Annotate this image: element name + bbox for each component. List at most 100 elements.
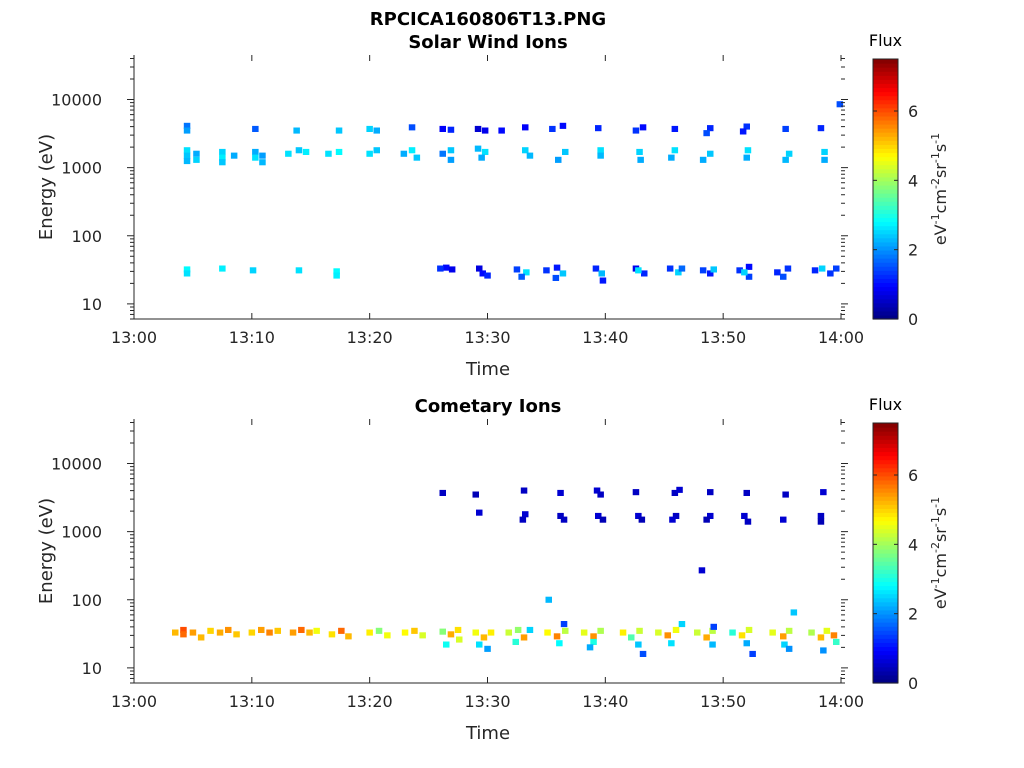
- colorbar-segment: [873, 439, 898, 444]
- y-tick-label: 10: [82, 295, 102, 314]
- spectrogram-cell: [522, 147, 529, 154]
- colorbar-segment: [873, 536, 898, 542]
- spectrogram-cell: [655, 629, 662, 636]
- spectrogram-cell: [252, 154, 259, 161]
- spectrogram-cell: [481, 127, 489, 134]
- spectrogram-cell: [557, 512, 564, 519]
- colorbar-segment: [873, 569, 898, 574]
- colorbar-segment: [873, 310, 898, 316]
- spectrogram-cell: [230, 152, 238, 159]
- spectrogram-cell: [785, 645, 793, 652]
- spectrogram-cell: [401, 629, 409, 636]
- spectrogram-cell: [699, 156, 707, 163]
- spectrogram-cell: [821, 148, 828, 155]
- y-axis-label: Energy (eV): [36, 134, 57, 240]
- colorbar-segment: [873, 512, 898, 518]
- colorbar-segment: [873, 642, 898, 648]
- colorbar-segment: [873, 245, 898, 251]
- spectrogram-cell: [597, 152, 604, 159]
- spectrogram-cell: [183, 147, 191, 154]
- spectrogram-cell: [636, 148, 643, 155]
- spectrogram-cell: [183, 122, 191, 129]
- colorbar-segment: [873, 447, 898, 453]
- spectrogram-cell: [743, 154, 750, 161]
- spectrogram-cell: [592, 265, 600, 272]
- colorbar-tick-label: 6: [908, 102, 918, 121]
- spectrogram-cell: [419, 632, 426, 639]
- spectrogram-cell: [512, 638, 519, 645]
- colorbar-segment: [873, 540, 898, 546]
- spectrogram-cell: [781, 641, 788, 648]
- x-axis-label: Time: [465, 723, 510, 744]
- colorbar-segment: [873, 229, 898, 235]
- colorbar-segment: [873, 488, 898, 493]
- colorbar-segment: [873, 557, 898, 562]
- spectrogram-cell: [259, 152, 266, 159]
- colorbar-segment: [873, 532, 898, 538]
- spectrogram-cell: [836, 101, 844, 108]
- spectrogram-cell: [480, 634, 488, 641]
- spectrogram-cell: [258, 626, 265, 633]
- colorbar-segment: [873, 217, 898, 223]
- spectrogram-cell: [780, 273, 787, 280]
- spectrogram-cell: [699, 267, 707, 274]
- spectrogram-cell: [553, 633, 561, 640]
- colorbar-segment: [873, 435, 898, 440]
- spectrogram-cell: [519, 516, 527, 523]
- spectrogram-cell: [259, 159, 266, 166]
- chart-title: Cometary Ions: [415, 396, 562, 417]
- colorbar-segment: [873, 83, 898, 89]
- colorbar-segment: [873, 585, 898, 591]
- spectrogram-cell: [675, 269, 682, 276]
- colorbar-segment: [873, 128, 898, 133]
- x-tick-label: 13:00: [111, 328, 157, 347]
- colorbar-segment: [873, 565, 898, 570]
- spectrogram-cell: [183, 127, 191, 134]
- colorbar-segment: [873, 124, 898, 129]
- colorbar-segment: [873, 111, 898, 117]
- colorbar-segment: [873, 593, 898, 599]
- spectrogram-cell: [639, 124, 647, 131]
- spectrogram-cell: [197, 634, 205, 641]
- colorbar-tick-label: 6: [908, 466, 918, 485]
- spectrogram-cell: [637, 156, 644, 163]
- spectrogram-cell: [252, 148, 259, 155]
- spectrogram-cell: [274, 627, 281, 634]
- spectrogram-cell: [672, 626, 680, 633]
- spectrogram-cell: [523, 269, 530, 276]
- colorbar-segment: [873, 314, 898, 320]
- spectrogram-cell: [248, 629, 256, 636]
- spectrogram-cell: [520, 634, 528, 641]
- spectrogram-cell: [598, 270, 605, 277]
- spectrogram-cell: [553, 264, 561, 271]
- colorbar-segment: [873, 75, 898, 80]
- spectrogram-cell: [785, 150, 793, 157]
- spectrogram-cell: [635, 267, 642, 274]
- y-tick-label: 100: [71, 591, 102, 610]
- spectrogram-cell: [476, 641, 483, 648]
- spectrogram-cell: [743, 123, 750, 130]
- colorbar-segment: [873, 581, 898, 587]
- spectrogram-cell: [559, 122, 567, 129]
- spectrogram-cell: [736, 267, 743, 274]
- colorbar-segment: [873, 431, 898, 436]
- colorbar-segment: [873, 666, 898, 672]
- colorbar-segment: [873, 290, 898, 296]
- colorbar-segment: [873, 63, 898, 68]
- spectrogram-cell: [559, 270, 567, 277]
- spectrogram-cell: [439, 489, 446, 496]
- spectrogram-cell: [638, 516, 646, 523]
- spectrogram-cell: [219, 148, 226, 155]
- colorbar-tick-label: 4: [908, 535, 918, 554]
- spectrogram-cell: [811, 267, 819, 274]
- spectrogram-cell: [522, 511, 529, 518]
- colorbar-segment: [873, 475, 898, 481]
- spectrogram-cell: [671, 125, 679, 132]
- colorbar-segment: [873, 241, 898, 247]
- colorbar-segment: [873, 107, 898, 113]
- spectrogram-cell: [790, 609, 798, 616]
- colorbar-segment: [873, 298, 898, 304]
- colorbar-segment: [873, 459, 898, 465]
- spectrogram-cell: [808, 629, 815, 636]
